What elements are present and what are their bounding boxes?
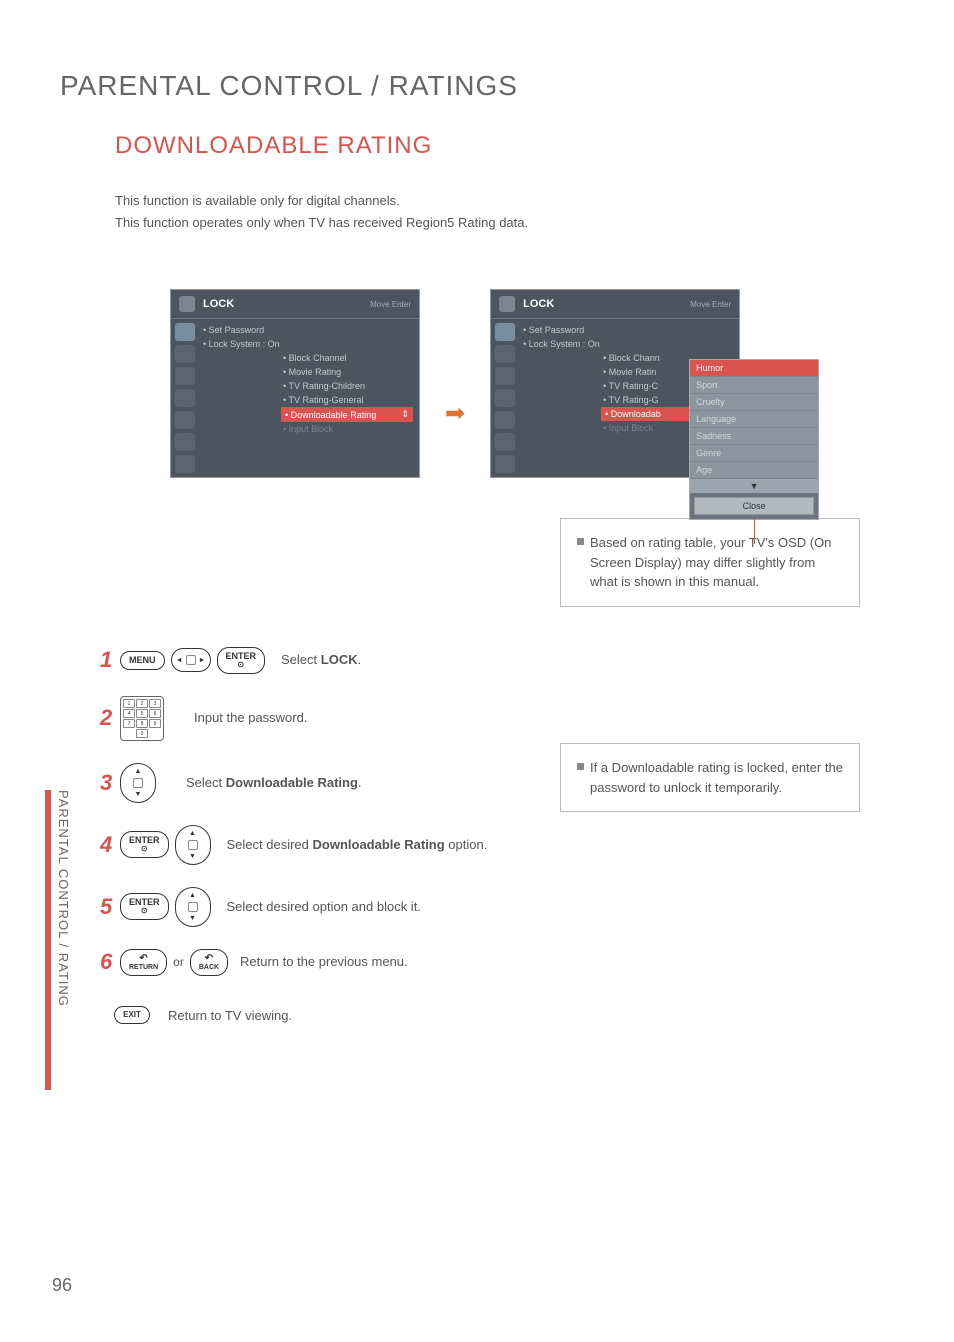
step-number: 2 bbox=[100, 705, 114, 731]
steps-list: 1 MENU ◄► ENTER⊙ Select LOCK. 2 123 456 … bbox=[100, 647, 954, 1026]
numeric-keypad[interactable]: 123 456 789 0 bbox=[120, 696, 164, 741]
step-exit: EXIT Return to TV viewing. bbox=[114, 1006, 954, 1026]
step-1: 1 MENU ◄► ENTER⊙ Select LOCK. bbox=[100, 647, 954, 674]
step-4: 4 ENTER⊙ ▲▼ Select desired Downloadable … bbox=[100, 825, 954, 865]
osd-item: • Set Password bbox=[523, 323, 733, 337]
rating-popup: Humor Sport Cruelty Language Sadness Gen… bbox=[689, 359, 819, 520]
side-tab-text: PARENTAL CONTROL / RATING bbox=[56, 790, 71, 1007]
step-text: Select desired Downloadable Rating optio… bbox=[227, 835, 488, 855]
updown-icon: ⇕ bbox=[401, 409, 409, 420]
step-text: Return to the previous menu. bbox=[240, 952, 408, 972]
enter-button[interactable]: ENTER⊙ bbox=[217, 647, 266, 674]
page-title: PARENTAL CONTROL / RATINGS bbox=[60, 70, 954, 102]
dpad-vertical[interactable]: ▲▼ bbox=[120, 763, 156, 803]
step-text: Input the password. bbox=[194, 708, 307, 728]
or-text: or bbox=[173, 955, 184, 969]
osd-right: LOCK Move Enter • Set Password • Lock Sy… bbox=[490, 289, 740, 478]
osd-right-list: • Set Password • Lock System : On • Bloc… bbox=[519, 319, 739, 477]
return-button[interactable]: ↶ RETURN bbox=[120, 949, 167, 976]
step-text: Select LOCK. bbox=[281, 650, 361, 670]
osd-item-dim: • Input Block bbox=[203, 422, 413, 436]
menu-button[interactable]: MENU bbox=[120, 651, 165, 670]
osd-item-highlight: • Downloadable Rating ⇕ bbox=[281, 407, 413, 422]
step-2: 2 123 456 789 0 Input the password. bbox=[100, 696, 954, 741]
step-5: 5 ENTER⊙ ▲▼ Select desired option and bl… bbox=[100, 887, 954, 927]
arrow-right-icon: ➡ bbox=[445, 399, 465, 428]
dpad-vertical[interactable]: ▲▼ bbox=[175, 825, 211, 865]
step-number: 5 bbox=[100, 894, 114, 920]
osd-item: • TV Rating-Children bbox=[203, 379, 413, 393]
popup-item: Sport bbox=[690, 377, 818, 394]
step-text: Return to TV viewing. bbox=[168, 1006, 292, 1026]
section-title: DOWNLOADABLE RATING bbox=[115, 132, 954, 160]
exit-button[interactable]: EXIT bbox=[114, 1006, 150, 1024]
popup-item: Sadness bbox=[690, 428, 818, 445]
osd-right-title: LOCK bbox=[523, 298, 690, 310]
step-text: Select desired option and block it. bbox=[227, 897, 421, 917]
dpad-horizontal[interactable]: ◄► bbox=[171, 648, 211, 672]
osd-item: • Lock System : On bbox=[203, 337, 413, 351]
osd-left-list: • Set Password • Lock System : On • Bloc… bbox=[199, 319, 419, 477]
step-text: Select Downloadable Rating. bbox=[186, 773, 362, 793]
osd-screenshots: LOCK Move Enter • Set Password • Lock Sy… bbox=[170, 289, 954, 478]
step-number: 3 bbox=[100, 770, 114, 796]
note-text: If a Downloadable rating is locked, ente… bbox=[590, 758, 843, 797]
osd-item: • Set Password bbox=[203, 323, 413, 337]
popup-item: Cruelty bbox=[690, 394, 818, 411]
popup-item: Humor bbox=[690, 360, 818, 377]
osd-right-nav: Move Enter bbox=[690, 300, 731, 309]
description: This function is available only for digi… bbox=[115, 190, 954, 234]
osd-item: • Block Channel bbox=[203, 351, 413, 365]
step-number: 1 bbox=[100, 647, 114, 673]
step-number: 6 bbox=[100, 949, 114, 975]
popup-item: Genre bbox=[690, 445, 818, 462]
osd-item: • TV Rating-General bbox=[203, 393, 413, 407]
desc-line-1: This function is available only for digi… bbox=[115, 190, 954, 212]
popup-arrow-down-icon: ▼ bbox=[690, 479, 818, 493]
popup-close: Close bbox=[694, 497, 814, 515]
step-6: 6 ↶ RETURN or ↶ BACK Return to the previ… bbox=[100, 949, 954, 976]
osd-item: • Lock System : On bbox=[523, 337, 733, 351]
page-number: 96 bbox=[52, 1275, 72, 1296]
bullet-icon bbox=[577, 538, 584, 545]
lock-icon bbox=[499, 296, 515, 312]
osd-left-title: LOCK bbox=[203, 298, 370, 310]
osd-item: • Movie Rating bbox=[203, 365, 413, 379]
popup-item: Age bbox=[690, 462, 818, 479]
dpad-vertical[interactable]: ▲▼ bbox=[175, 887, 211, 927]
desc-line-2: This function operates only when TV has … bbox=[115, 212, 954, 234]
note-password: If a Downloadable rating is locked, ente… bbox=[560, 743, 860, 812]
osd-left: LOCK Move Enter • Set Password • Lock Sy… bbox=[170, 289, 420, 478]
back-button[interactable]: ↶ BACK bbox=[190, 949, 228, 976]
side-accent-bar bbox=[45, 790, 51, 1090]
note-osd: Based on rating table, your TV's OSD (On… bbox=[560, 518, 860, 607]
bullet-icon bbox=[577, 763, 584, 770]
popup-item: Language bbox=[690, 411, 818, 428]
enter-button[interactable]: ENTER⊙ bbox=[120, 831, 169, 858]
lock-icon bbox=[179, 296, 195, 312]
note-text: Based on rating table, your TV's OSD (On… bbox=[590, 533, 843, 592]
osd-left-nav: Move Enter bbox=[370, 300, 411, 309]
enter-button[interactable]: ENTER⊙ bbox=[120, 893, 169, 920]
step-number: 4 bbox=[100, 832, 114, 858]
